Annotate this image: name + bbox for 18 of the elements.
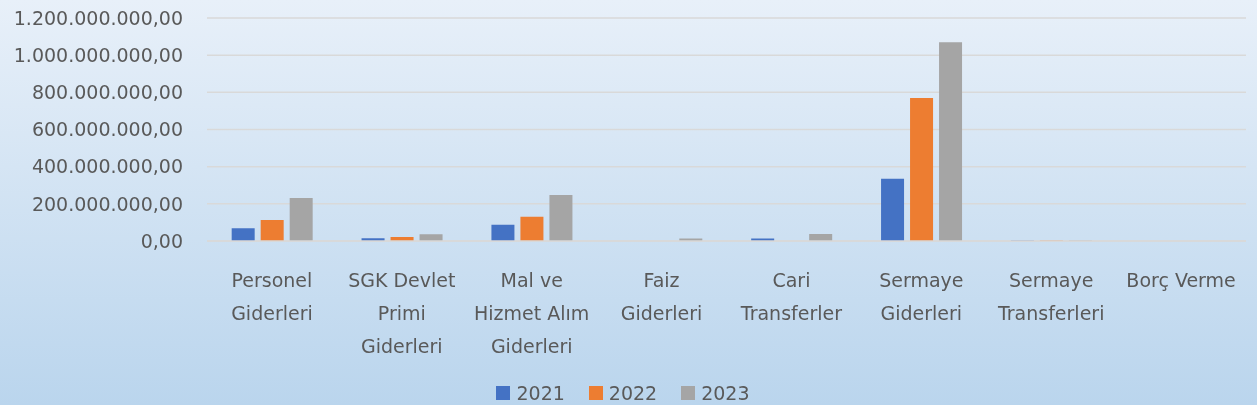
x-tick-label: Mal ve Hizmet Alım Giderleri [474, 269, 590, 357]
y-tick-label: 600.000.000,00 [31, 118, 183, 141]
x-tick-label: Sermaye Giderleri [879, 269, 964, 324]
x-tick-label: Faiz Giderleri [620, 269, 703, 324]
y-tick-label: 1.000.000.000,00 [13, 43, 183, 66]
y-tick-label: 1.200.000.000,00 [13, 6, 183, 29]
x-tick-label: Borç Verme [1126, 269, 1236, 291]
y-tick-label: 200.000.000,00 [31, 192, 183, 215]
x-tick-label: Personel Giderleri [231, 269, 313, 324]
y-tick-label: 0,00 [140, 229, 183, 252]
x-tick-label: SGK Devlet Primi Giderleri [348, 269, 456, 357]
y-tick-label: 800.000.000,00 [31, 81, 183, 104]
x-tick-label: Sermaye Transferleri [996, 269, 1105, 324]
legend-label: 2021 [516, 381, 565, 405]
x-tick-label: Cari Transferler [739, 269, 843, 324]
legend-label: 2023 [701, 381, 750, 405]
legend-label: 2022 [608, 381, 658, 405]
y-tick-label: 400.000.000,00 [31, 155, 183, 178]
